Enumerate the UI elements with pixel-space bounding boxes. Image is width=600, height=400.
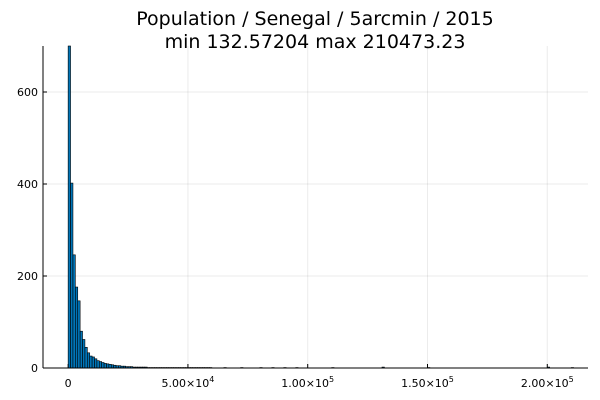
histogram-bar <box>84 346 88 369</box>
chart-title-line1: Population / Senegal / 5arcmin / 2015 <box>136 8 493 30</box>
histogram-bar <box>82 339 86 369</box>
histogram-bar <box>72 254 76 369</box>
y-tick-label: 0 <box>31 362 38 375</box>
histogram-bar <box>103 363 107 369</box>
histogram-bar <box>94 358 98 369</box>
histogram-bar <box>70 182 74 369</box>
histogram-bar <box>91 356 95 369</box>
x-tick-mantissa: 1.50×10 <box>401 377 449 390</box>
histogram-bars <box>67 45 574 369</box>
histogram-bar <box>108 364 112 369</box>
histogram-bar <box>79 330 83 369</box>
histogram-bar <box>77 300 81 369</box>
x-tick-label: 1.50×105 <box>401 375 454 390</box>
x-tick-exponent: 5 <box>449 375 454 384</box>
histogram-bar <box>67 45 71 369</box>
x-tick-mantissa: 2.00×10 <box>521 377 569 390</box>
histogram-bar <box>89 355 93 369</box>
axes <box>42 46 588 369</box>
x-tick-label: 5.00×104 <box>162 375 215 390</box>
x-tick-mantissa: 0 <box>65 377 72 390</box>
y-tick-label: 400 <box>17 178 38 191</box>
x-tick-exponent: 4 <box>209 375 214 384</box>
x-tick-exponent: 5 <box>329 375 334 384</box>
histogram-bar <box>75 286 79 369</box>
histogram-bar <box>87 352 91 369</box>
x-tick-mantissa: 5.00×10 <box>162 377 210 390</box>
x-tick-label: 2.00×105 <box>521 375 574 390</box>
grid-lines <box>43 46 588 369</box>
x-tick-exponent: 5 <box>569 375 574 384</box>
x-tick-label: 1.00×105 <box>281 375 334 390</box>
y-tick-label: 600 <box>17 86 38 99</box>
x-tick-label: 0 <box>65 377 72 390</box>
histogram-bar <box>101 362 105 369</box>
y-tick-label: 200 <box>17 270 38 283</box>
histogram-bar <box>106 363 110 369</box>
histogram-bar <box>98 361 102 369</box>
x-tick-mantissa: 1.00×10 <box>281 377 329 390</box>
chart-title-line2: min 132.57204 max 210473.23 <box>165 31 466 53</box>
histogram-bar <box>96 360 100 369</box>
